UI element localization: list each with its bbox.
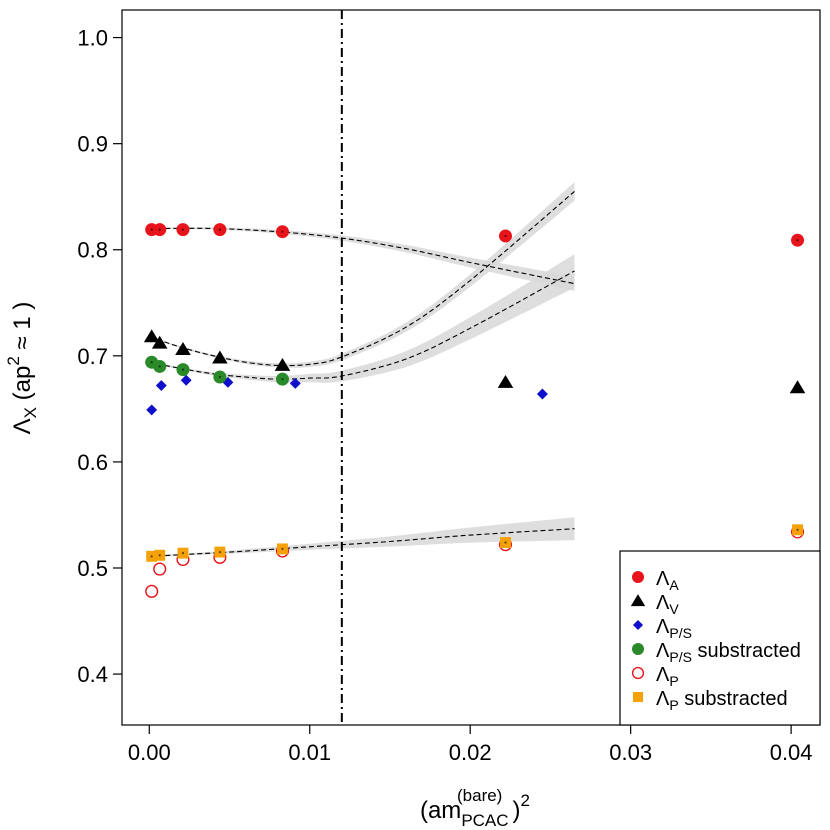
point-errorbar xyxy=(150,555,153,558)
point--p-s xyxy=(289,377,301,389)
y-tick-label: 0.8 xyxy=(77,238,108,263)
point-errorbar xyxy=(504,381,507,384)
point-errorbar xyxy=(281,364,284,367)
y-tick-label: 0.6 xyxy=(77,450,108,475)
point-errorbar xyxy=(181,552,185,555)
point-errorbar xyxy=(218,550,221,554)
y-tick-label: 0.9 xyxy=(77,132,108,157)
point-errorbar xyxy=(796,239,799,242)
x-tick-label: 0.04 xyxy=(770,740,813,765)
point-errorbar xyxy=(796,386,799,389)
point--p xyxy=(153,562,167,576)
legend-marker xyxy=(630,594,646,607)
point-errorbar xyxy=(218,356,221,360)
fit-lambda-v-line xyxy=(149,190,575,367)
plot-frame xyxy=(121,9,821,726)
legend-marker xyxy=(631,666,645,680)
y-label-tail: ≈ 1 ) xyxy=(9,302,36,357)
point-errorbar xyxy=(181,368,185,371)
legend-label: ΛP/S xyxy=(656,616,692,641)
y-label-open: (ap xyxy=(9,366,36,407)
legend-marker xyxy=(632,691,644,703)
x-label-sub: PCAC xyxy=(461,811,508,830)
point-errorbar xyxy=(150,228,153,231)
legend-label: ΛA xyxy=(656,568,679,593)
x-tick-label: 0.00 xyxy=(128,740,171,765)
legend-label: ΛP xyxy=(656,664,679,689)
x-tick-label: 0.01 xyxy=(288,740,331,765)
y-label-sub: X xyxy=(21,407,40,418)
point-errorbar xyxy=(158,365,161,368)
point-errorbar xyxy=(796,528,799,531)
point-errorbar xyxy=(158,228,161,231)
point-errorbar xyxy=(181,228,185,231)
point-errorbar xyxy=(158,554,161,557)
x-label-sup: (bare) xyxy=(457,786,502,805)
x-label-tail: ) xyxy=(513,797,521,824)
point--p-s xyxy=(536,388,548,400)
point-errorbar xyxy=(281,230,284,233)
point-errorbar xyxy=(150,335,153,338)
y-tick-label: 0.4 xyxy=(77,662,108,687)
point-errorbar xyxy=(218,228,221,231)
point-errorbar xyxy=(504,234,507,238)
point--p-s xyxy=(146,404,158,416)
point--p-s xyxy=(180,374,192,386)
point-errorbar xyxy=(181,348,185,351)
fit-lambda-p-sub-band xyxy=(149,517,575,558)
y-label-power: 2 xyxy=(4,356,23,365)
point-errorbar xyxy=(504,541,507,544)
fit-lambda-a-band xyxy=(149,227,575,291)
legend-box xyxy=(619,550,821,726)
point--p-s xyxy=(155,380,167,391)
y-label-base: Λ xyxy=(9,418,36,434)
fit-lambda-ps-sub-line xyxy=(149,270,575,380)
legend-label: ΛP/S substracted xyxy=(656,640,801,665)
x-tick-label: 0.03 xyxy=(609,740,652,765)
point-errorbar xyxy=(158,342,161,345)
data-points xyxy=(143,223,806,598)
x-label-base: (am xyxy=(420,797,461,824)
y-axis-label: ΛX (ap2 ≈ 1 ) xyxy=(4,302,40,435)
x-tick-label: 0.02 xyxy=(449,740,492,765)
point-errorbar xyxy=(218,375,221,379)
y-tick-label: 0.5 xyxy=(77,556,108,581)
point-errorbar xyxy=(281,378,284,381)
legend-marker xyxy=(632,571,644,583)
legend-label: ΛP substracted xyxy=(656,688,788,713)
x-label-power: 2 xyxy=(521,791,530,810)
point-errorbar xyxy=(150,361,153,364)
point--p xyxy=(145,584,159,598)
legend-marker xyxy=(632,619,644,631)
legend-marker xyxy=(632,643,644,655)
y-tick-label: 1.0 xyxy=(77,26,108,51)
x-axis-ticks: 0.00 0.01 0.02 0.03 0.04 xyxy=(128,725,813,765)
fit-lambda-v-band xyxy=(149,182,575,368)
y-axis-ticks: 0.4 0.5 0.6 0.7 0.8 0.9 1.0 xyxy=(77,26,122,687)
legend-label: ΛV xyxy=(656,592,679,617)
x-axis-label: (amPCAC)2 xyxy=(420,791,530,830)
y-tick-label: 0.7 xyxy=(77,344,108,369)
point-errorbar xyxy=(281,547,284,551)
